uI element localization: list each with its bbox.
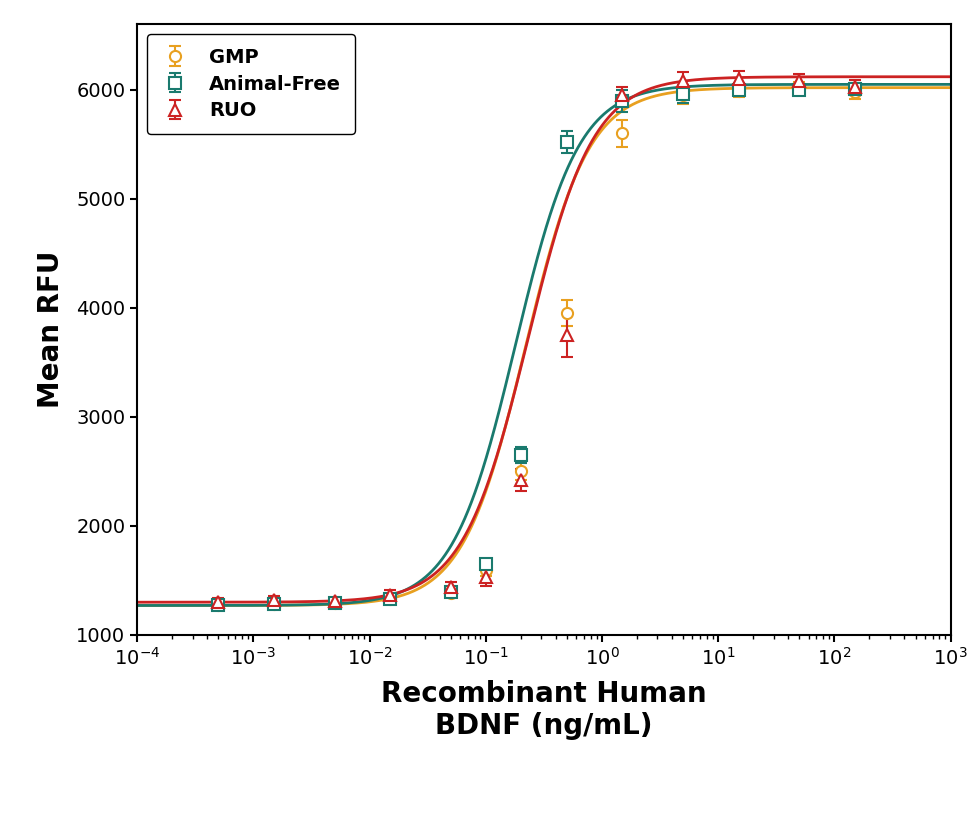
Y-axis label: Mean RFU: Mean RFU bbox=[37, 251, 65, 409]
X-axis label: Recombinant Human
BDNF (ng/mL): Recombinant Human BDNF (ng/mL) bbox=[381, 680, 707, 740]
Legend: GMP, Animal-Free, RUO: GMP, Animal-Free, RUO bbox=[147, 34, 355, 134]
